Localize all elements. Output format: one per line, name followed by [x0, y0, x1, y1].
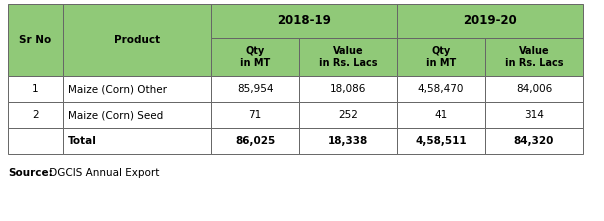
Bar: [211, 102, 299, 128]
Text: 314: 314: [524, 110, 544, 120]
Bar: [397, 128, 485, 154]
Text: 4,58,470: 4,58,470: [418, 84, 464, 94]
Bar: [299, 102, 397, 128]
Text: DGCIS Annual Export: DGCIS Annual Export: [46, 168, 159, 178]
Bar: [211, 76, 299, 102]
Text: 85,954: 85,954: [237, 84, 273, 94]
Text: 2019-20: 2019-20: [463, 15, 517, 27]
Text: 86,025: 86,025: [235, 136, 275, 146]
Bar: [485, 38, 583, 76]
Text: Maize (Corn) Other: Maize (Corn) Other: [68, 84, 167, 94]
Text: Qty
in MT: Qty in MT: [426, 46, 456, 68]
Text: 18,086: 18,086: [330, 84, 366, 94]
Bar: [211, 4, 397, 38]
Text: 84,006: 84,006: [516, 84, 552, 94]
Bar: [63, 4, 211, 76]
Bar: [485, 128, 583, 154]
Bar: [485, 102, 583, 128]
Bar: [8, 102, 63, 128]
Text: 84,320: 84,320: [514, 136, 554, 146]
Bar: [211, 38, 299, 76]
Text: Source:: Source:: [8, 168, 53, 178]
Bar: [485, 76, 583, 102]
Text: Maize (Corn) Seed: Maize (Corn) Seed: [68, 110, 163, 120]
Text: 2018-19: 2018-19: [277, 15, 331, 27]
Bar: [397, 4, 583, 38]
Bar: [397, 38, 485, 76]
Text: 41: 41: [434, 110, 448, 120]
Text: 4,58,511: 4,58,511: [415, 136, 467, 146]
Text: Sr No: Sr No: [19, 35, 51, 45]
Bar: [63, 128, 211, 154]
Bar: [63, 76, 211, 102]
Bar: [8, 4, 63, 76]
Text: Value
in Rs. Lacs: Value in Rs. Lacs: [319, 46, 378, 68]
Bar: [8, 76, 63, 102]
Bar: [299, 76, 397, 102]
Text: 252: 252: [338, 110, 358, 120]
Text: Total: Total: [68, 136, 97, 146]
Bar: [63, 102, 211, 128]
Text: Value
in Rs. Lacs: Value in Rs. Lacs: [505, 46, 564, 68]
Bar: [299, 128, 397, 154]
Text: 2: 2: [32, 110, 39, 120]
Bar: [397, 76, 485, 102]
Text: Product: Product: [114, 35, 160, 45]
Bar: [211, 128, 299, 154]
Text: 1: 1: [32, 84, 39, 94]
Bar: [397, 102, 485, 128]
Text: 71: 71: [248, 110, 262, 120]
Text: Qty
in MT: Qty in MT: [240, 46, 270, 68]
Bar: [8, 128, 63, 154]
Text: 18,338: 18,338: [328, 136, 368, 146]
Bar: [299, 38, 397, 76]
